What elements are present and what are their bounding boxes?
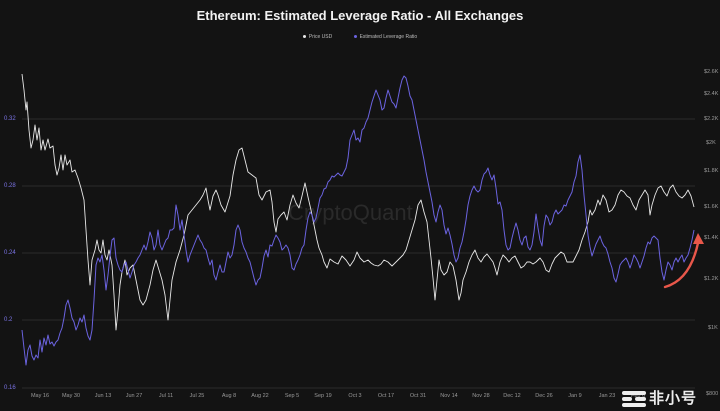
chart-title: Ethereum: Estimated Leverage Ratio - All…: [196, 8, 524, 23]
x-axis-tick: May 16: [30, 393, 50, 399]
x-axis-tick: May 30: [61, 393, 81, 399]
chart-legend: Price USD Estimated Leverage Ratio: [0, 34, 720, 40]
x-axis-tick: Sep 19: [314, 393, 332, 399]
x-axis-tick: Oct 3: [348, 393, 362, 399]
legend-marker-leverage-icon: [353, 35, 357, 39]
annotation-arrow-icon: [663, 233, 704, 289]
x-axis-tick: Dec 12: [503, 393, 521, 399]
watermark: CryptoQuant: [288, 200, 413, 225]
x-axis-tick: Dec 26: [535, 393, 553, 399]
x-axis-tick: Feb 6: [630, 393, 645, 399]
right-axis-tick: $2.6K: [704, 69, 719, 75]
x-axis-tick: Aug 22: [251, 393, 269, 399]
x-axis-tick: Sep 5: [284, 393, 300, 399]
x-axis-tick: Oct 17: [377, 393, 395, 399]
badge-text: 非小号: [649, 390, 698, 407]
site-badge: 非小号: [622, 384, 720, 411]
left-axis-tick: 0.28: [4, 183, 16, 189]
leverage-line: [21, 75, 695, 366]
price-line: [21, 73, 695, 331]
x-axis-tick: Jul 25: [189, 393, 205, 399]
right-axis-tick: $2.2K: [704, 116, 719, 122]
right-axis-tick: $1.8K: [704, 168, 719, 174]
right-axis-tick: $1K: [708, 325, 718, 331]
x-axis-tick: Jan 9: [568, 393, 582, 399]
x-axis-tick: Jan 23: [598, 393, 616, 399]
right-axis-tick: $1.6K: [704, 204, 719, 210]
legend-marker-price-icon: [302, 35, 306, 39]
x-axis-tick: Jul 11: [158, 393, 174, 399]
legend-label-price: Price USD: [308, 34, 333, 40]
badge-logo-icon: [622, 389, 646, 407]
right-axis-tick: $800: [706, 391, 719, 397]
legend-item-leverage[interactable]: Estimated Leverage Ratio: [353, 34, 418, 40]
left-axis-tick: 0.32: [4, 116, 16, 122]
x-axis-tick: Oct 31: [409, 393, 427, 399]
x-axis-tick: Aug 8: [221, 393, 237, 399]
x-axis-tick: Nov 14: [440, 393, 458, 399]
left-axis-tick: 0.24: [4, 250, 16, 256]
x-axis-tick: Jun 27: [125, 393, 143, 399]
legend-item-price[interactable]: Price USD: [302, 34, 333, 40]
x-axis-tick: Jun 13: [94, 393, 112, 399]
right-axis-tick: $1.2K: [704, 276, 719, 282]
left-axis-tick: 0.16: [4, 385, 16, 391]
x-axis-tick: Nov 28: [472, 393, 490, 399]
gridlines: [22, 118, 695, 389]
left-axis-tick: 0.2: [4, 317, 13, 323]
right-axis-tick: $2K: [706, 140, 716, 146]
legend-label-leverage: Estimated Leverage Ratio: [359, 34, 418, 40]
right-axis-tick: $2.4K: [704, 91, 719, 97]
right-axis-tick: $1.4K: [704, 235, 719, 241]
